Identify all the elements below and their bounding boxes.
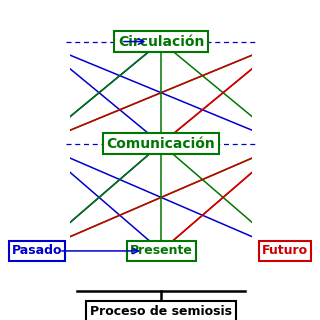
Text: Presente: Presente bbox=[130, 244, 193, 257]
Text: Circulación: Circulación bbox=[118, 35, 204, 49]
Text: Futuro: Futuro bbox=[262, 244, 308, 257]
Text: Comunicación: Comunicación bbox=[107, 137, 215, 151]
Text: Proceso de semiosis: Proceso de semiosis bbox=[90, 305, 232, 318]
Text: Pasado: Pasado bbox=[12, 244, 62, 257]
